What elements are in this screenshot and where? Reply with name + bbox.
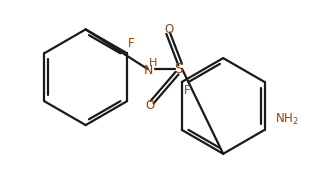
Text: O: O	[146, 99, 155, 112]
Text: H: H	[148, 58, 157, 68]
Text: S: S	[175, 62, 183, 76]
Text: F: F	[184, 84, 190, 97]
Text: O: O	[165, 23, 174, 36]
Text: NH$_2$: NH$_2$	[275, 112, 299, 127]
Text: F: F	[128, 37, 135, 51]
Text: N: N	[144, 64, 153, 77]
